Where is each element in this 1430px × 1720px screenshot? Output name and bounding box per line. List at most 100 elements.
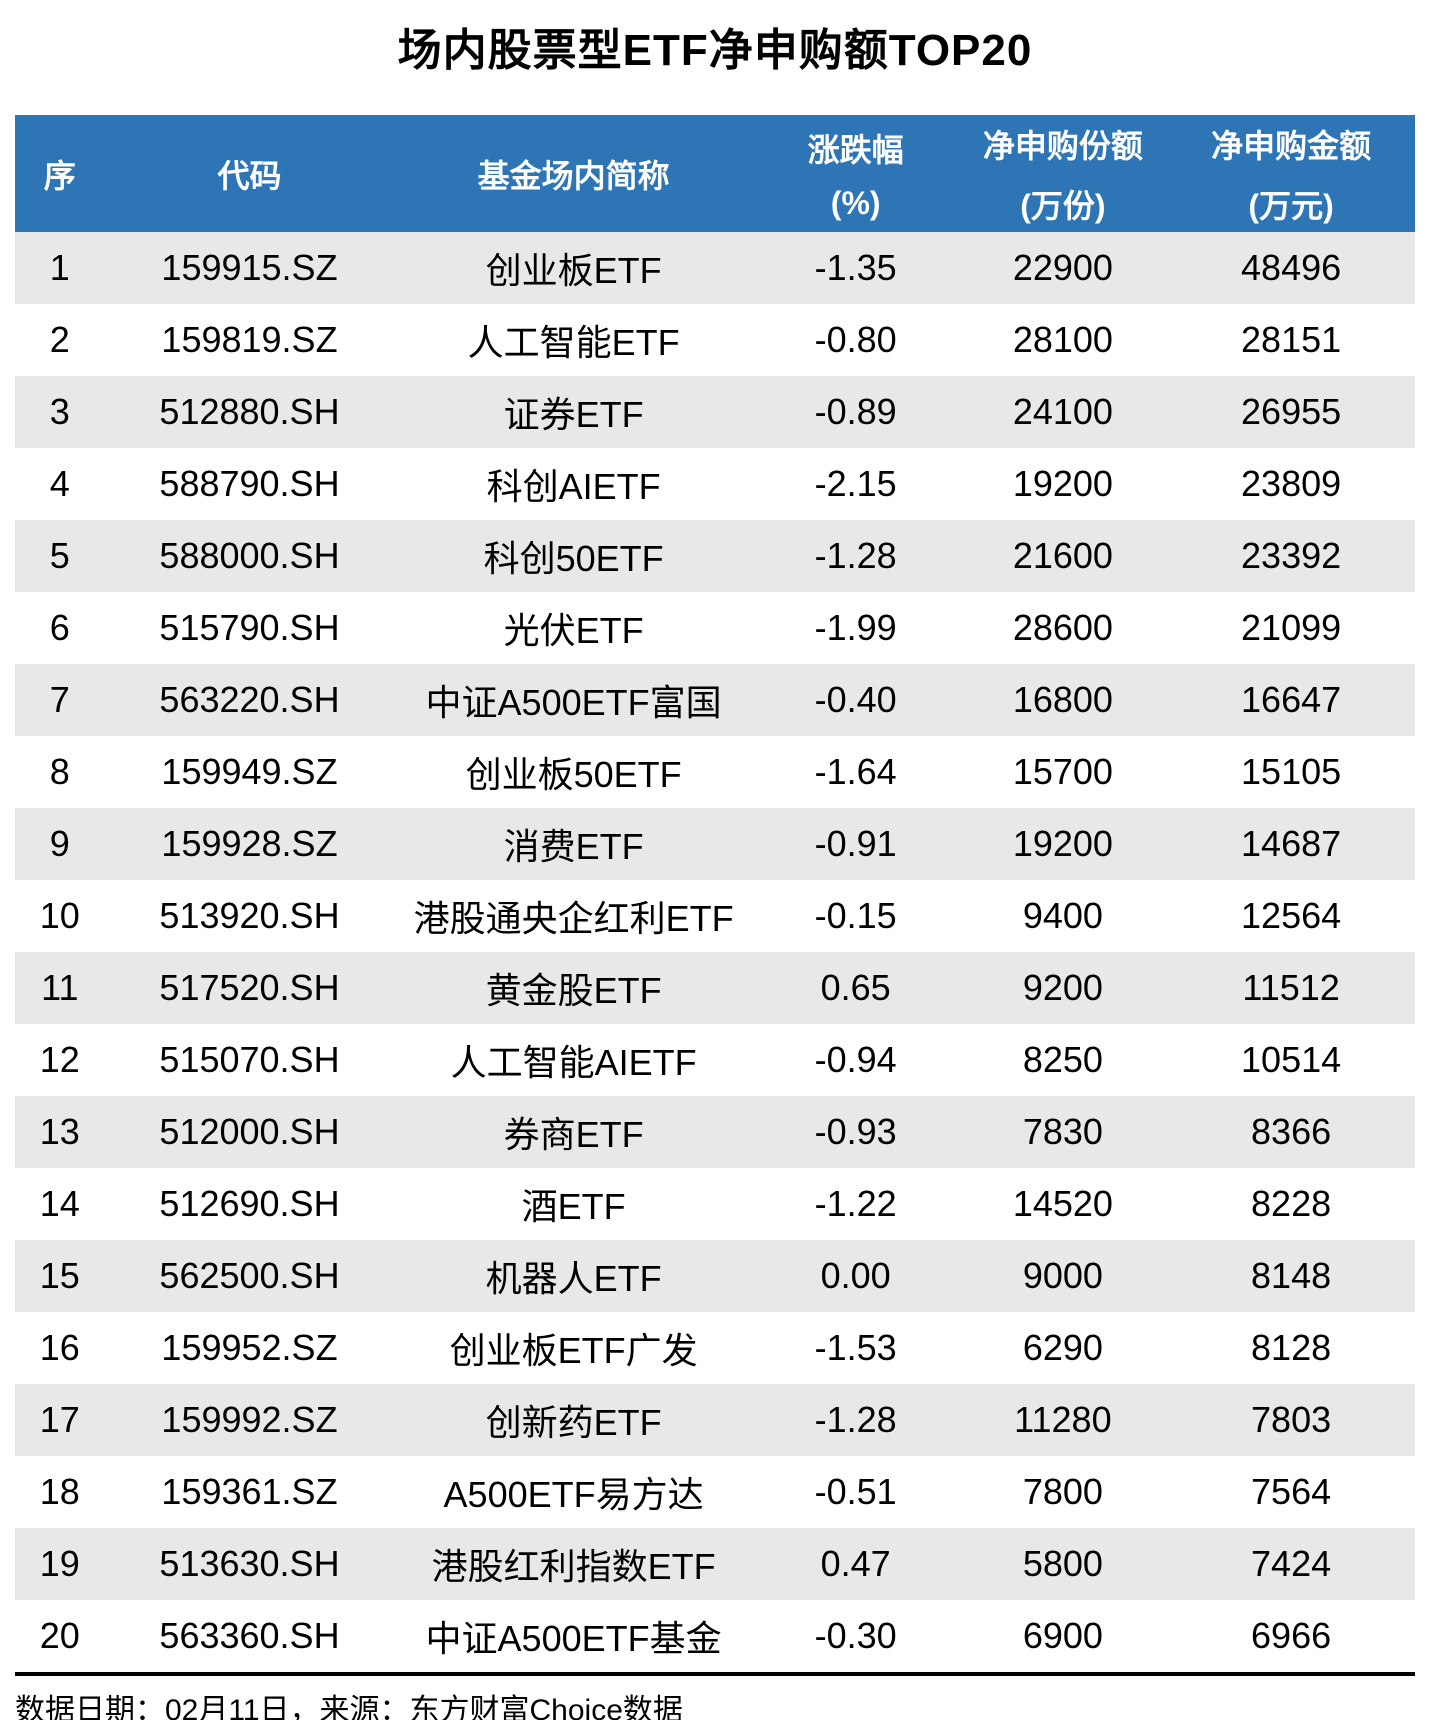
cell-net_subscription_shares_wan: 7800 <box>1022 1471 1103 1512</box>
cell-seq: 5 <box>49 535 70 576</box>
cell-net_subscription_shares_wan: 22900 <box>1012 247 1113 288</box>
cell-code: 159952.SZ <box>161 1327 338 1368</box>
cell-net_subscription_amount_wan: 21099 <box>1241 607 1342 648</box>
table-row: 3 512880.SH 证券ETF -0.89 24100 26955 <box>15 376 1415 448</box>
cell-change_pct: -1.35 <box>814 247 897 288</box>
footer-note: 数据日期：02月11日，来源：东方财富Choice数据 <box>15 1694 683 1720</box>
cell-seq: 20 <box>39 1615 80 1656</box>
cell-net_subscription_amount_wan: 16647 <box>1241 679 1342 720</box>
cell-code: 563360.SH <box>159 1615 340 1656</box>
column-header-label: 净申购份额 <box>982 127 1143 164</box>
cell-net_subscription_amount_wan: 8366 <box>1251 1111 1332 1152</box>
cell-seq: 18 <box>39 1471 80 1512</box>
cell-change_pct: -2.15 <box>814 463 897 504</box>
cell-name: 光伏ETF <box>503 610 644 651</box>
cell-net_subscription_shares_wan: 9200 <box>1022 967 1103 1008</box>
cell-seq: 17 <box>39 1399 80 1440</box>
cell-net_subscription_shares_wan: 9000 <box>1022 1255 1103 1296</box>
cell-seq: 8 <box>49 751 70 792</box>
cell-seq: 1 <box>49 247 70 288</box>
cell-change_pct: -0.91 <box>814 823 897 864</box>
cell-net_subscription_amount_wan: 23809 <box>1241 463 1342 504</box>
cell-code: 563220.SH <box>159 679 340 720</box>
table-body: 1 159915.SZ 创业板ETF -1.35 22900 48496 2 159819.S… <box>15 232 1415 1672</box>
cell-name: 机器人ETF <box>485 1258 662 1299</box>
cell-code: 588000.SH <box>159 535 340 576</box>
cell-seq: 19 <box>39 1543 80 1584</box>
column-header-label: 序 <box>43 157 76 194</box>
cell-net_subscription_amount_wan: 11512 <box>1242 967 1340 1008</box>
table-row: 2 159819.SZ 人工智能ETF -0.80 28100 28151 <box>15 304 1415 376</box>
cell-net_subscription_amount_wan: 12564 <box>1241 895 1342 936</box>
cell-code: 588790.SH <box>159 463 340 504</box>
cell-net_subscription_amount_wan: 26955 <box>1241 391 1342 432</box>
cell-net_subscription_shares_wan: 16800 <box>1012 679 1113 720</box>
cell-net_subscription_shares_wan: 8250 <box>1022 1039 1103 1080</box>
cell-net_subscription_shares_wan: 5800 <box>1022 1543 1103 1584</box>
cell-name: 黄金股ETF <box>485 970 662 1011</box>
cell-net_subscription_shares_wan: 28100 <box>1012 319 1113 360</box>
table-row: 18 159361.SZ A500ETF易方达 -0.51 7800 7564 <box>15 1456 1415 1528</box>
table-row: 11 517520.SH 黄金股ETF 0.65 9200 11512 <box>15 952 1415 1024</box>
cell-change_pct: -0.89 <box>814 391 897 432</box>
table-row: 12 515070.SH 人工智能AIETF -0.94 8250 10514 <box>15 1024 1415 1096</box>
cell-code: 159949.SZ <box>161 751 338 792</box>
cell-net_subscription_shares_wan: 19200 <box>1012 463 1113 504</box>
table-row: 13 512000.SH 券商ETF -0.93 7830 8366 <box>15 1096 1415 1168</box>
cell-net_subscription_amount_wan: 15105 <box>1241 751 1342 792</box>
cell-seq: 3 <box>49 391 70 432</box>
cell-code: 159361.SZ <box>161 1471 338 1512</box>
cell-net_subscription_shares_wan: 6900 <box>1022 1615 1103 1656</box>
column-header-seq: 序 <box>15 115 105 232</box>
cell-name: 科创50ETF <box>483 538 664 579</box>
cell-code: 515790.SH <box>159 607 340 648</box>
cell-seq: 2 <box>49 319 70 360</box>
cell-code: 159928.SZ <box>161 823 338 864</box>
cell-name: 港股通央企红利ETF <box>413 898 734 939</box>
cell-net_subscription_amount_wan: 8228 <box>1251 1183 1332 1224</box>
etf-net-subscription-table: 序 代码 基金场内简称 涨跌幅 (%) 净申购份额 (万份) 净申购金额 (万元) 1 15991… <box>15 115 1415 1672</box>
cell-code: 512690.SH <box>159 1183 340 1224</box>
cell-seq: 16 <box>39 1327 80 1368</box>
column-header-name: 基金场内简称 <box>394 115 753 232</box>
cell-name: 创新药ETF <box>485 1402 662 1443</box>
cell-seq: 9 <box>49 823 70 864</box>
cell-code: 513920.SH <box>159 895 340 936</box>
cell-code: 515070.SH <box>159 1039 340 1080</box>
page-title: 场内股票型ETF净申购额TOP20 <box>397 26 1033 75</box>
cell-net_subscription_shares_wan: 21600 <box>1012 535 1113 576</box>
cell-net_subscription_amount_wan: 7564 <box>1251 1471 1332 1512</box>
table-row: 10 513920.SH 港股通央企红利ETF -0.15 9400 12564 <box>15 880 1415 952</box>
column-header-label: 净申购金额 <box>1211 127 1372 164</box>
column-header-unit: (万元) <box>1248 187 1334 224</box>
table-row: 1 159915.SZ 创业板ETF -1.35 22900 48496 <box>15 232 1415 304</box>
cell-code: 562500.SH <box>159 1255 340 1296</box>
column-header-unit: (万份) <box>1020 187 1106 224</box>
cell-net_subscription_amount_wan: 10514 <box>1241 1039 1342 1080</box>
cell-seq: 15 <box>39 1255 80 1296</box>
cell-net_subscription_shares_wan: 19200 <box>1012 823 1113 864</box>
cell-seq: 10 <box>39 895 80 936</box>
table-row: 4 588790.SH 科创AIETF -2.15 19200 23809 <box>15 448 1415 520</box>
table-row: 20 563360.SH 中证A500ETF基金 -0.30 6900 6966 <box>15 1600 1415 1672</box>
cell-name: 人工智能ETF <box>467 322 680 363</box>
cell-code: 159819.SZ <box>161 319 338 360</box>
cell-net_subscription_shares_wan: 11280 <box>1014 1399 1112 1440</box>
cell-net_subscription_shares_wan: 28600 <box>1012 607 1113 648</box>
cell-change_pct: -1.53 <box>814 1327 897 1368</box>
cell-change_pct: -0.15 <box>814 895 897 936</box>
cell-seq: 12 <box>39 1039 80 1080</box>
cell-change_pct: -0.94 <box>814 1039 897 1080</box>
cell-name: 创业板ETF <box>485 250 662 291</box>
cell-net_subscription_amount_wan: 6966 <box>1251 1615 1332 1656</box>
column-header-change_pct: 涨跌幅 (%) <box>752 115 959 232</box>
column-header-label: 涨跌幅 <box>807 132 904 168</box>
table-header-row: 序 代码 基金场内简称 涨跌幅 (%) 净申购份额 (万份) 净申购金额 (万元) <box>15 115 1415 232</box>
cell-seq: 13 <box>39 1111 80 1152</box>
cell-net_subscription_amount_wan: 7424 <box>1251 1543 1332 1584</box>
cell-change_pct: -0.93 <box>814 1111 897 1152</box>
cell-net_subscription_amount_wan: 48496 <box>1241 247 1342 288</box>
cell-code: 159915.SZ <box>161 247 338 288</box>
cell-net_subscription_amount_wan: 23392 <box>1241 535 1342 576</box>
